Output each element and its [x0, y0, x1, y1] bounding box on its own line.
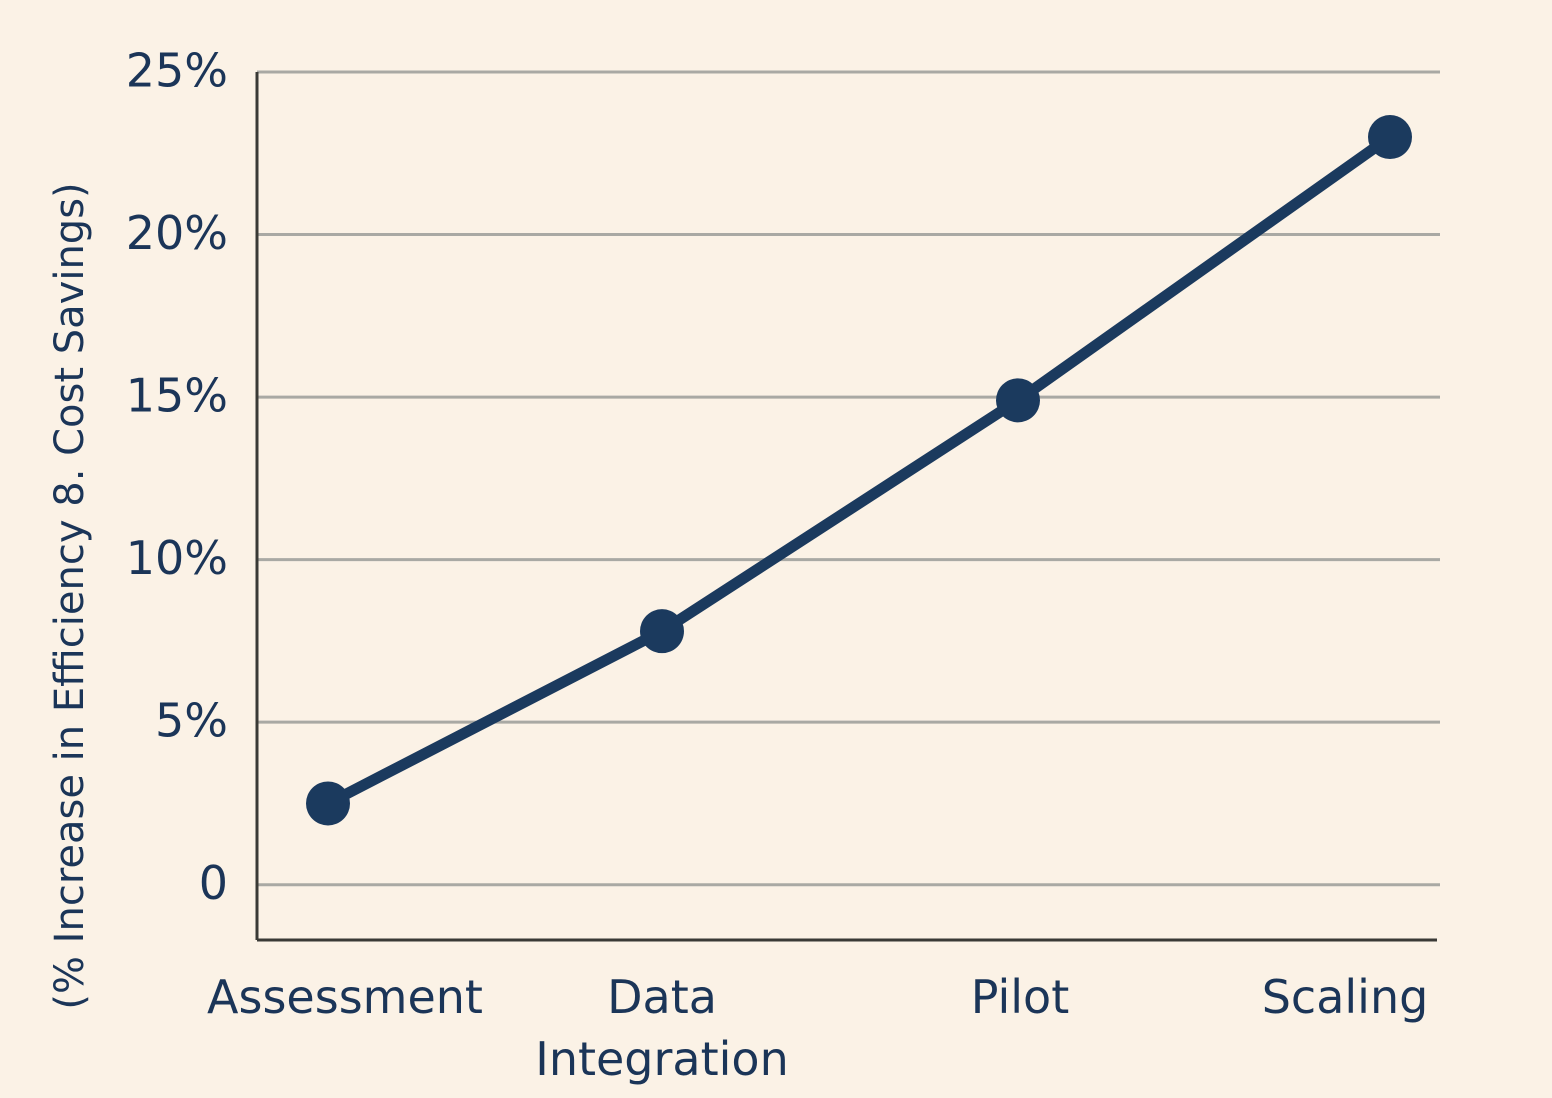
- x-tick-label: Scaling: [1261, 970, 1429, 1024]
- line: [325, 132, 1394, 809]
- y-axis-title: (% Increase in Efficiency 8. Cost Saving…: [47, 182, 93, 1009]
- x-tick-label: Assessment: [207, 970, 483, 1024]
- point: [996, 378, 1040, 423]
- y-tick-label: 5%: [155, 694, 228, 748]
- point: [640, 609, 684, 654]
- point: [1368, 115, 1412, 160]
- point: [306, 781, 350, 826]
- y-tick-label: 10%: [126, 531, 228, 585]
- x-tick-label: Data Integration: [535, 970, 789, 1086]
- x-tick-label: Pilot: [970, 970, 1070, 1024]
- y-tick-label: 20%: [126, 206, 228, 260]
- y-tick-label: 0: [199, 856, 228, 910]
- y-tick-label: 25%: [126, 44, 228, 98]
- y-tick-label: 15%: [126, 369, 228, 423]
